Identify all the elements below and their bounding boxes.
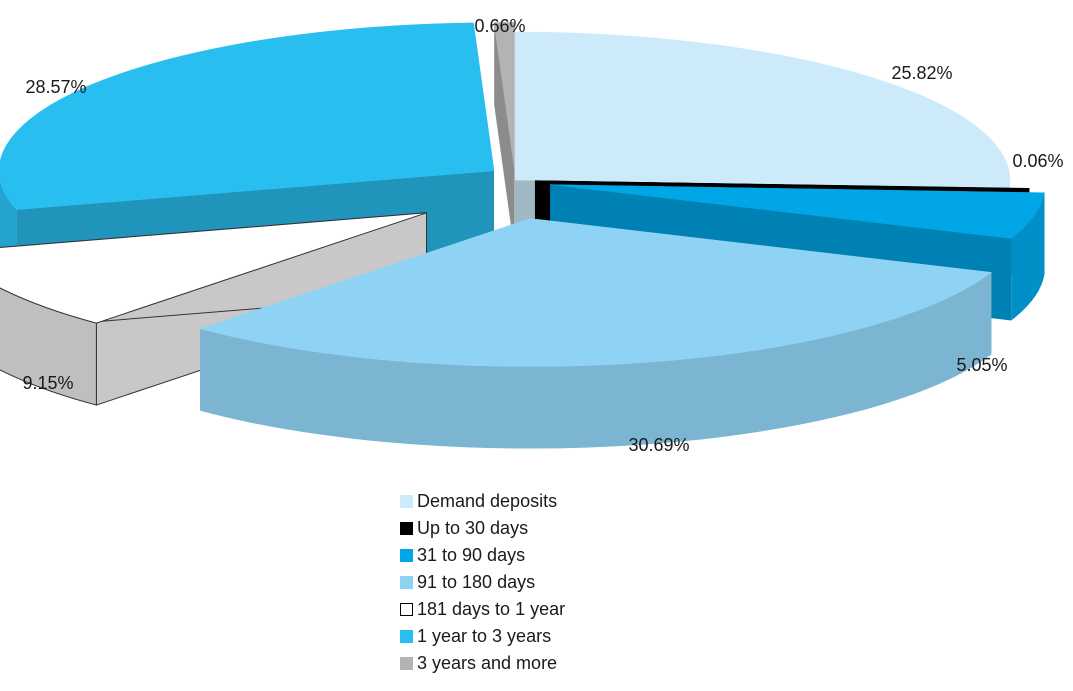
legend-label: 1 year to 3 years <box>417 626 552 646</box>
slice-data-label: 0.06% <box>1012 151 1063 171</box>
legend-label: Up to 30 days <box>417 518 529 538</box>
legend-swatch <box>400 495 413 508</box>
slice-top <box>0 212 427 324</box>
pie-slice <box>493 22 515 253</box>
legend-label: Demand deposits <box>417 491 558 511</box>
legend-item: Up to 30 days <box>400 515 565 542</box>
slice-data-label: 25.82% <box>891 63 952 83</box>
slice-data-label: 28.57% <box>25 77 86 97</box>
slice-data-label: 0.66% <box>474 16 525 36</box>
slice-data-label: 9.15% <box>22 373 73 393</box>
legend-item: 91 to 180 days <box>400 569 565 596</box>
slice-data-label: 5.05% <box>956 355 1007 375</box>
slice-data-label: 30.69% <box>628 435 689 455</box>
legend-swatch <box>400 603 413 616</box>
legend-item: 31 to 90 days <box>400 542 565 569</box>
legend-item: 1 year to 3 years <box>400 623 565 650</box>
legend-item: Demand deposits <box>400 488 565 515</box>
slice-top <box>199 218 992 367</box>
legend-label: 3 years and more <box>417 653 558 673</box>
legend-swatch <box>400 576 413 589</box>
legend-item: 181 days to 1 year <box>400 596 565 623</box>
legend-swatch <box>400 522 413 535</box>
slice-top <box>0 22 495 210</box>
legend-label: 181 days to 1 year <box>417 599 566 619</box>
pie-slices <box>0 22 1045 449</box>
legend-swatch <box>400 657 413 670</box>
slice-top <box>514 31 1011 188</box>
legend-swatch <box>400 630 413 643</box>
pie-data-labels: 25.82% 0.06% 5.05% 30.69% 9.15% 28.57% 0.66% <box>22 16 1063 455</box>
legend-item: 3 years and more <box>400 650 565 677</box>
slice-wall <box>494 22 515 253</box>
slice-side <box>200 272 992 449</box>
slice-top <box>550 184 1045 239</box>
slice-side <box>1011 192 1045 321</box>
legend-label: 91 to 180 days <box>417 572 536 592</box>
chart-legend: Demand deposits Up to 30 days 31 to 90 day… <box>400 488 565 677</box>
legend-swatch <box>400 549 413 562</box>
slice-top <box>493 22 515 171</box>
slice-top <box>534 180 1030 190</box>
legend-label: 31 to 90 days <box>417 545 526 565</box>
pie-slice <box>199 218 992 449</box>
